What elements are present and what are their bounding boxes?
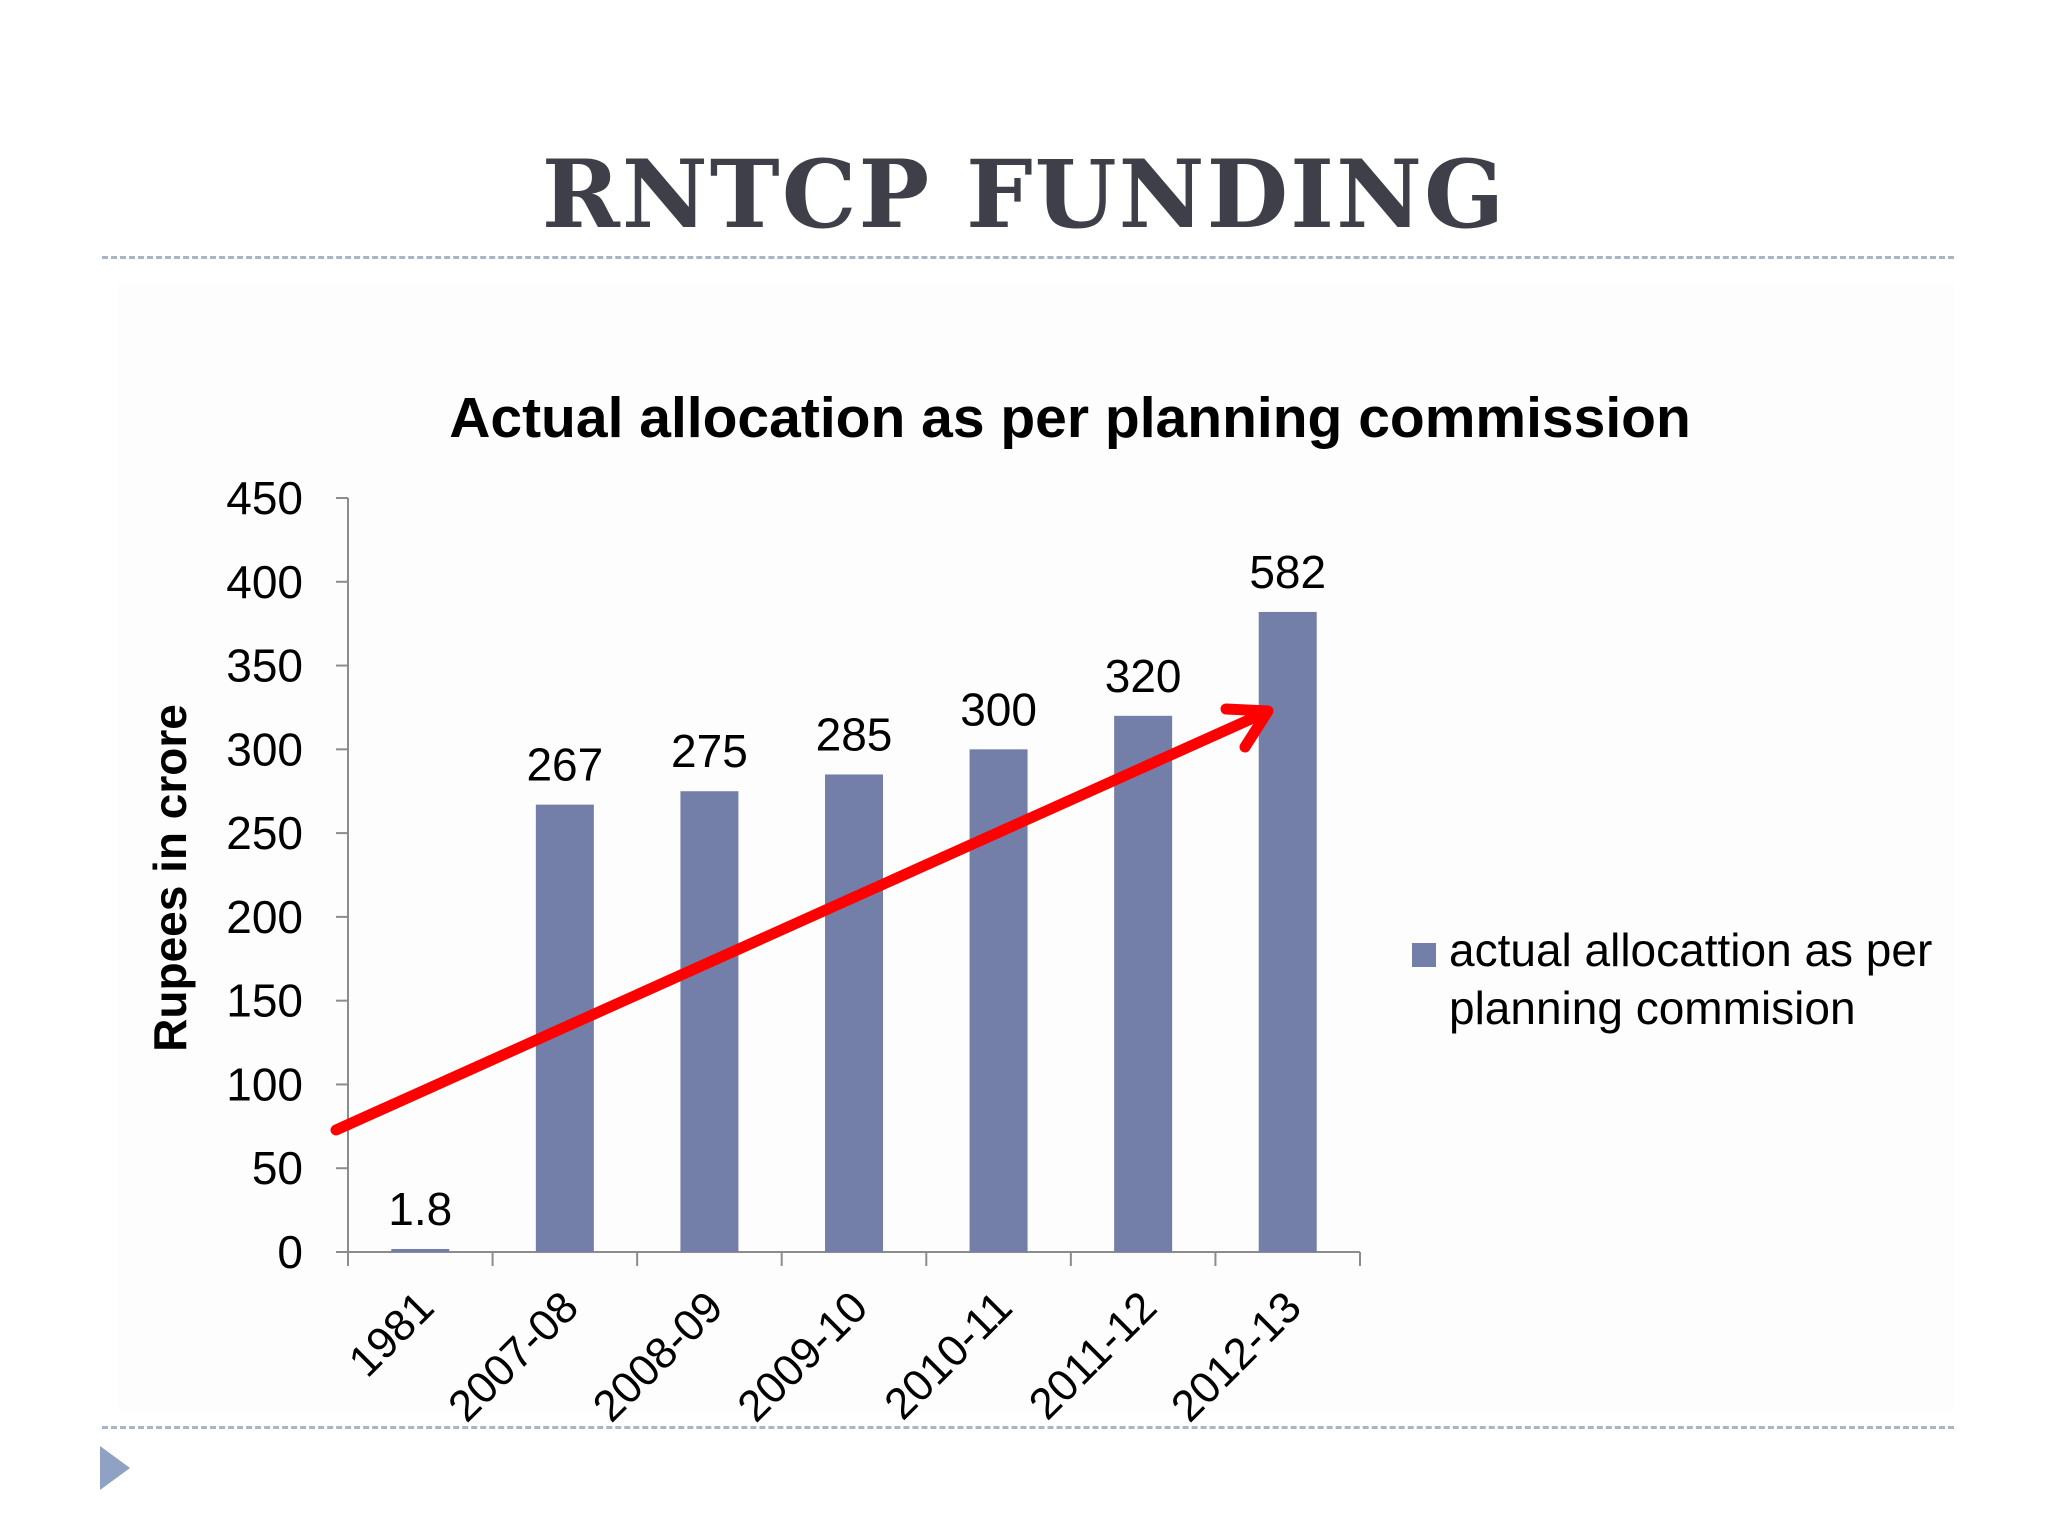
x-tick-label: 2011-12 (1020, 1282, 1167, 1429)
y-tick-label: 150 (226, 975, 303, 1027)
trend-arrow-head (1220, 703, 1274, 753)
trend-arrow-shaft (330, 708, 1268, 1136)
bar (391, 1248, 450, 1252)
bar-data-label: 320 (1105, 650, 1182, 702)
bar-data-label: 285 (816, 708, 893, 760)
bar-data-label: 275 (671, 725, 748, 777)
x-tick-label: 2008-09 (584, 1282, 733, 1431)
y-tick-label: 250 (226, 807, 303, 859)
legend-swatch (1412, 943, 1436, 967)
chart-title: Actual allocation as per planning commis… (449, 386, 1691, 450)
x-tick-label: 2009-10 (728, 1282, 877, 1431)
axes: 0 50 100 150 200 250 300 350 400 450 (226, 472, 1361, 1278)
bottom-divider (102, 1426, 1954, 1429)
x-tick-labels: 19812007-082008-092009-102010-112011-122… (339, 1282, 1310, 1431)
bar (825, 774, 883, 1252)
y-axis-label: Rupees in crore (144, 704, 196, 1052)
y-tick-label: 350 (226, 640, 303, 692)
y-tick-label: 400 (226, 556, 303, 608)
bar-data-label: 582 (1249, 546, 1326, 598)
x-tick-label: 1981 (339, 1282, 443, 1386)
y-tick-label: 200 (226, 891, 303, 943)
slide-title: RNTCP FUNDING (541, 140, 1507, 250)
chart-panel (118, 282, 1954, 1412)
bars (391, 611, 1317, 1252)
bar-data-label: 1.8 (388, 1183, 452, 1235)
y-tick-label: 300 (226, 723, 303, 775)
x-tick-label: 2007-08 (439, 1282, 588, 1431)
y-tick-label: 50 (252, 1142, 303, 1194)
legend-label: actual allocattion as per planning commis… (1449, 924, 1932, 1034)
bar (680, 791, 739, 1252)
bar-data-label: 267 (526, 739, 603, 791)
y-tick-label: 0 (277, 1226, 303, 1278)
y-tick-label: 100 (226, 1058, 303, 1110)
y-tick-label: 450 (226, 472, 303, 524)
trend-arrow (330, 703, 1274, 1136)
legend: actual allocattion as per planning commis… (1412, 924, 1932, 1034)
bar (1114, 715, 1173, 1252)
bar-data-label: 300 (960, 683, 1037, 735)
slide-bullet-icon (100, 1446, 130, 1490)
top-divider (102, 256, 1954, 259)
x-tick-label: 2012-13 (1162, 1282, 1311, 1431)
data-labels: 1.8 267 275 285 300 320 582 (388, 546, 1326, 1235)
x-tick-label: 2010-11 (875, 1282, 1022, 1429)
